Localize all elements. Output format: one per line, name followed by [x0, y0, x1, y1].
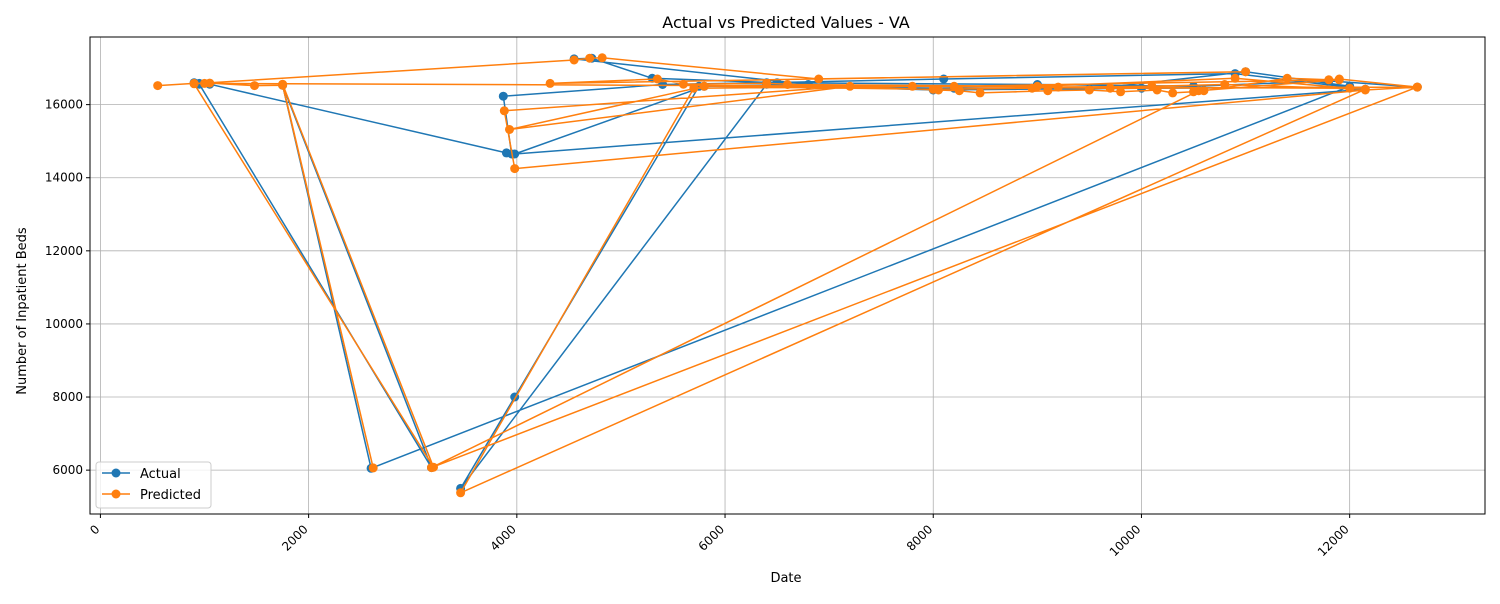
data-point-predicted: [569, 55, 579, 65]
data-point-predicted: [585, 53, 595, 63]
data-point-predicted: [689, 83, 699, 93]
data-point-predicted: [278, 79, 288, 89]
data-point-predicted: [1220, 80, 1230, 89]
data-point-predicted: [200, 78, 209, 88]
data-point-actual: [498, 91, 508, 101]
data-point-predicted: [928, 84, 938, 94]
data-point-predicted: [699, 81, 709, 91]
data-point-predicted: [1147, 81, 1157, 91]
data-point-predicted: [545, 78, 555, 88]
data-point-predicted: [1032, 81, 1042, 91]
data-point-predicted: [499, 106, 509, 116]
data-point-predicted: [1194, 86, 1204, 96]
data-point-predicted: [153, 81, 163, 91]
data-point-actual: [939, 74, 949, 84]
data-point-predicted: [1412, 82, 1422, 92]
data-point-predicted: [907, 81, 917, 91]
chart-title: Actual vs Predicted Values - VA: [662, 13, 909, 32]
data-point-predicted: [1282, 73, 1292, 83]
data-point-predicted: [505, 125, 514, 134]
data-point-predicted: [510, 164, 520, 174]
data-point-predicted: [1116, 87, 1126, 97]
data-point-predicted: [1230, 73, 1240, 83]
data-point-predicted: [1360, 84, 1370, 94]
data-point-predicted: [1168, 88, 1178, 98]
plot-area-frame: [89, 36, 1486, 515]
legend: Actual Predicted: [95, 461, 212, 509]
data-point-predicted: [1334, 75, 1344, 85]
data-point-predicted: [814, 74, 824, 84]
series-line-predicted: [157, 57, 1419, 494]
data-point-predicted: [949, 81, 959, 91]
data-point-predicted: [189, 79, 199, 89]
data-point-predicted: [368, 463, 378, 473]
y-tick-label: 12000: [45, 244, 83, 258]
data-point-predicted: [1084, 85, 1094, 95]
legend-marker-actual: [111, 468, 121, 478]
series-predicted: [153, 53, 1422, 498]
data-point-predicted: [1043, 86, 1053, 96]
data-point-predicted: [678, 79, 688, 89]
y-axis-ticks: 6000 8000 10000 12000 14000 16000: [45, 98, 90, 477]
data-point-predicted: [1053, 82, 1063, 92]
data-point-predicted: [1324, 75, 1334, 85]
y-axis-label: Number of Inpatient Beds: [15, 227, 30, 395]
data-point-predicted: [597, 53, 607, 63]
y-tick-label: 16000: [45, 98, 83, 112]
data-point-predicted: [427, 463, 436, 473]
legend-marker-predicted: [111, 489, 121, 499]
legend-label-predicted: Predicted: [140, 488, 201, 503]
data-point-predicted: [762, 78, 772, 88]
data-point-predicted: [456, 488, 466, 498]
data-point-predicted: [1241, 67, 1251, 77]
y-tick-label: 14000: [45, 171, 83, 185]
data-point-predicted: [250, 81, 259, 91]
data-point-predicted: [783, 80, 792, 89]
y-tick-label: 6000: [52, 463, 83, 477]
data-point-predicted: [652, 74, 662, 84]
legend-label-actual: Actual: [140, 467, 181, 482]
y-tick-label: 10000: [45, 317, 83, 331]
data-point-actual: [772, 78, 782, 88]
data-point-predicted: [975, 88, 985, 98]
x-axis-label: Date: [770, 571, 801, 586]
data-point-predicted: [1345, 83, 1355, 93]
y-tick-label: 8000: [52, 390, 83, 404]
data-point-predicted: [845, 81, 855, 91]
data-point-predicted: [1105, 83, 1115, 93]
series-layer: [153, 53, 1422, 498]
